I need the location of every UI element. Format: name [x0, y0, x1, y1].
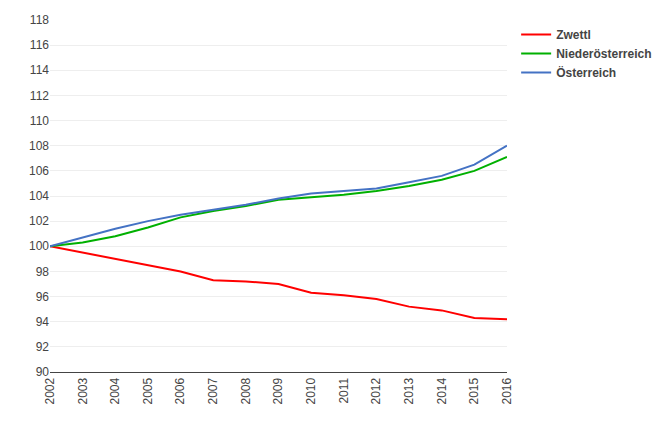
svg-text:90: 90	[36, 365, 50, 379]
svg-text:2015: 2015	[467, 377, 481, 404]
svg-text:112: 112	[30, 89, 49, 103]
svg-text:100: 100	[29, 239, 49, 253]
svg-text:2012: 2012	[369, 377, 383, 404]
svg-text:2003: 2003	[76, 377, 90, 404]
svg-text:96: 96	[36, 290, 50, 304]
svg-text:118: 118	[30, 13, 49, 27]
svg-text:2002: 2002	[43, 377, 57, 404]
svg-text:110: 110	[30, 114, 49, 128]
svg-text:104: 104	[29, 189, 49, 203]
svg-text:98: 98	[36, 265, 50, 279]
svg-text:102: 102	[29, 214, 49, 228]
svg-text:108: 108	[29, 139, 49, 153]
svg-text:92: 92	[36, 340, 50, 354]
svg-text:2011: 2011	[337, 377, 351, 403]
svg-text:2010: 2010	[304, 377, 318, 404]
svg-text:2009: 2009	[271, 377, 285, 404]
svg-text:Zwettl: Zwettl	[556, 28, 591, 42]
svg-text:2008: 2008	[239, 377, 253, 404]
svg-text:2016: 2016	[500, 377, 514, 404]
svg-text:2013: 2013	[402, 377, 416, 404]
svg-text:106: 106	[29, 164, 49, 178]
svg-text:2007: 2007	[206, 377, 220, 404]
svg-text:2006: 2006	[173, 377, 187, 404]
svg-text:94: 94	[36, 315, 50, 329]
svg-text:2014: 2014	[435, 377, 449, 404]
svg-text:Österreich: Österreich	[556, 65, 616, 80]
svg-text:Niederösterreich: Niederösterreich	[556, 47, 651, 61]
svg-text:2005: 2005	[141, 377, 155, 404]
svg-text:2004: 2004	[108, 377, 122, 404]
svg-text:116: 116	[30, 38, 49, 52]
svg-text:114: 114	[30, 63, 49, 77]
